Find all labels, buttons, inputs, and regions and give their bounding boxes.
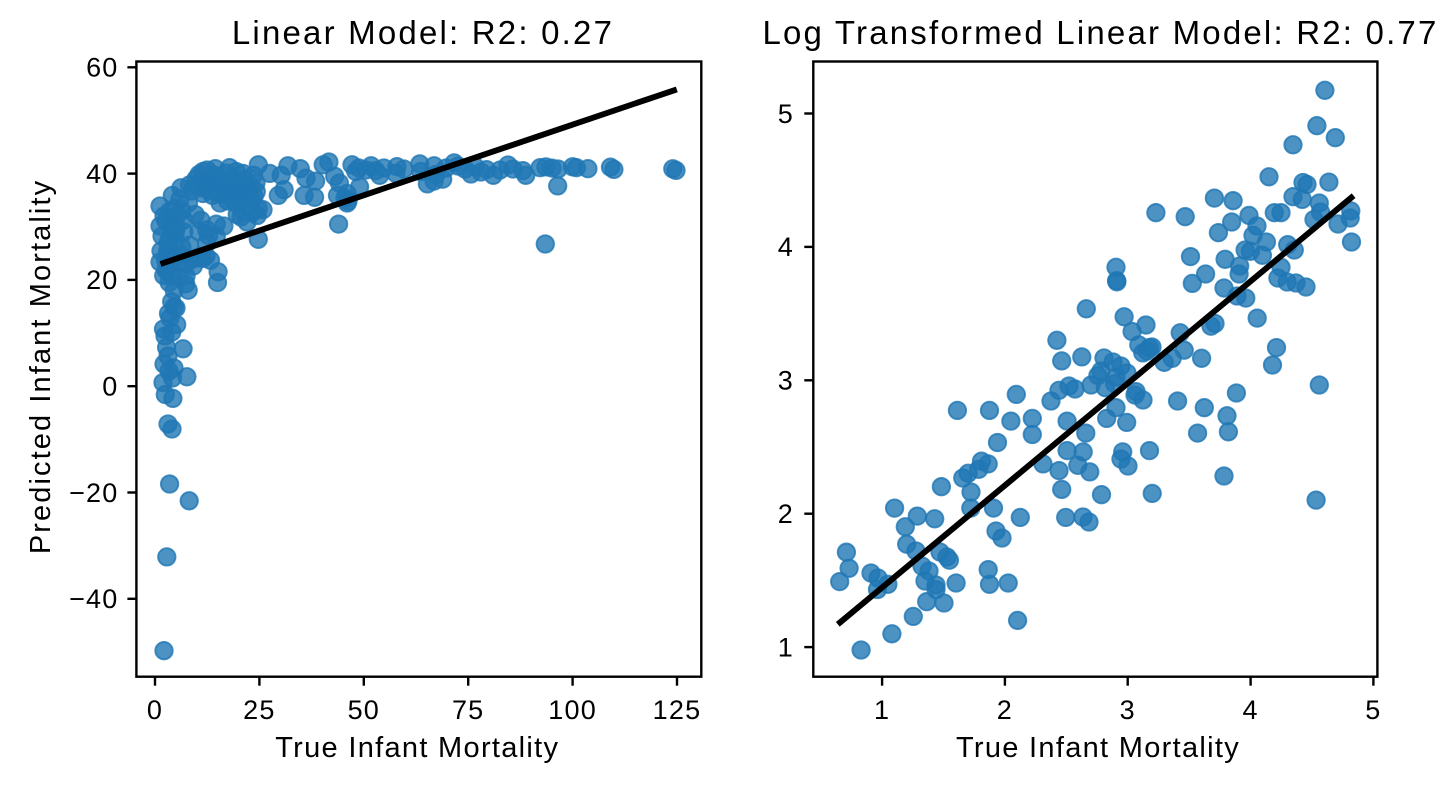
svg-text:Linear Model: R2: 0.27: Linear Model: R2: 0.27: [232, 14, 614, 51]
svg-text:60: 60: [86, 53, 118, 83]
svg-text:25: 25: [243, 695, 275, 725]
svg-text:2: 2: [778, 499, 794, 529]
svg-text:1: 1: [874, 695, 890, 725]
svg-text:Predicted Infant Mortality: Predicted Infant Mortality: [25, 179, 57, 554]
svg-text:0: 0: [102, 372, 118, 402]
svg-text:Log Transformed Linear Model:: Log Transformed Linear Model: R2: 0.77: [762, 14, 1438, 51]
svg-text:100: 100: [548, 695, 597, 725]
svg-text:True Infant Mortality: True Infant Mortality: [956, 732, 1240, 764]
svg-text:5: 5: [1365, 695, 1381, 725]
svg-text:50: 50: [348, 695, 380, 725]
svg-text:−20: −20: [69, 478, 118, 508]
svg-text:4: 4: [1242, 695, 1258, 725]
svg-text:4: 4: [778, 232, 794, 262]
svg-text:2: 2: [997, 695, 1013, 725]
svg-text:1: 1: [778, 632, 794, 662]
svg-text:5: 5: [778, 99, 794, 129]
svg-text:75: 75: [452, 695, 484, 725]
svg-text:125: 125: [653, 695, 702, 725]
svg-text:40: 40: [86, 159, 118, 189]
svg-text:3: 3: [1120, 695, 1136, 725]
svg-text:20: 20: [86, 265, 118, 295]
svg-text:True Infant Mortality: True Infant Mortality: [275, 732, 559, 764]
svg-text:0: 0: [147, 695, 163, 725]
svg-text:3: 3: [778, 366, 794, 396]
svg-text:−40: −40: [69, 584, 118, 614]
